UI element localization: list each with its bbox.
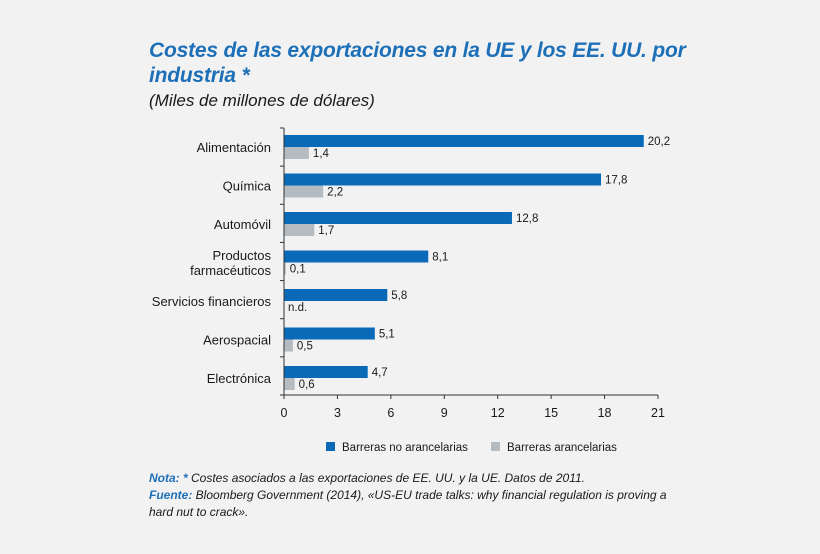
value-label: 12,8 — [516, 213, 538, 225]
bar-arancelarias — [284, 185, 324, 198]
x-tick-label: 12 — [491, 406, 505, 420]
nota-text: Costes asociados a las exportaciones de … — [187, 471, 585, 485]
value-label: 0,1 — [290, 264, 306, 276]
value-label: 2,2 — [327, 187, 343, 199]
fuente-line: Fuente: Bloomberg Government (2014), «US… — [149, 487, 689, 521]
value-label: 8,1 — [432, 252, 448, 264]
category-label: Automóvil — [214, 217, 271, 232]
x-tick-label: 9 — [441, 406, 448, 420]
category-label: Alimentación — [197, 140, 271, 155]
value-label: 4,7 — [372, 367, 388, 379]
bar-no-arancelarias — [284, 173, 602, 186]
category-label: Productos — [212, 248, 271, 263]
nota-line: Nota: * Costes asociados a las exportaci… — [149, 470, 689, 487]
bar-arancelarias — [284, 147, 309, 159]
bar-chart: Alimentación 20,2 1,4 Química 17,8 2,2 Automóv… — [152, 127, 670, 454]
legend-label: Barreras arancelarias — [507, 442, 617, 454]
value-label: 5,1 — [379, 329, 395, 341]
bar-no-arancelarias — [284, 212, 512, 224]
bar-no-arancelarias — [284, 327, 375, 340]
legend-label: Barreras no arancelarias — [342, 442, 468, 454]
legend-swatch-no-arancelarias — [326, 442, 335, 451]
x-tick-label: 0 — [281, 406, 288, 420]
bar-no-arancelarias — [284, 135, 644, 147]
value-label: 20,2 — [648, 136, 670, 148]
x-tick-label: 18 — [598, 406, 612, 420]
chart-notes: Nota: * Costes asociados a las exportaci… — [149, 470, 689, 521]
chart-title: Costes de las exportaciones en la UE y l… — [149, 39, 686, 87]
bar-arancelarias — [284, 262, 286, 275]
bar-arancelarias — [284, 378, 295, 390]
nota-label: Nota: * — [149, 471, 188, 485]
value-label: 17,8 — [605, 175, 627, 187]
chart-subtitle: (Miles de millones de dólares) — [149, 91, 375, 110]
x-tick-label: 3 — [334, 406, 341, 420]
value-label: 1,4 — [313, 148, 330, 160]
category-label: Aerospacial — [203, 333, 271, 348]
x-tick-label: 15 — [544, 406, 558, 420]
legend-swatch-arancelarias — [491, 442, 500, 451]
value-label: 0,5 — [297, 341, 313, 353]
category-label: Servicios financieros — [152, 294, 272, 309]
fuente-label: Fuente: — [149, 488, 193, 502]
category-label: Electrónica — [207, 371, 272, 386]
category-label: farmacéuticos — [190, 263, 271, 278]
x-tick-label: 21 — [651, 406, 665, 420]
value-label: n.d. — [288, 302, 307, 314]
bar-no-arancelarias — [284, 366, 368, 378]
value-label: 5,8 — [391, 290, 407, 302]
value-label: 0,6 — [299, 379, 315, 391]
category-label: Química — [223, 179, 272, 194]
bar-arancelarias — [284, 339, 293, 352]
value-label: 1,7 — [318, 225, 334, 237]
bar-no-arancelarias — [284, 289, 388, 301]
x-tick-label: 6 — [387, 406, 394, 420]
bar-no-arancelarias — [284, 250, 429, 263]
bar-arancelarias — [284, 224, 315, 236]
fuente-text: Bloomberg Government (2014), «US-EU trad… — [149, 488, 667, 519]
